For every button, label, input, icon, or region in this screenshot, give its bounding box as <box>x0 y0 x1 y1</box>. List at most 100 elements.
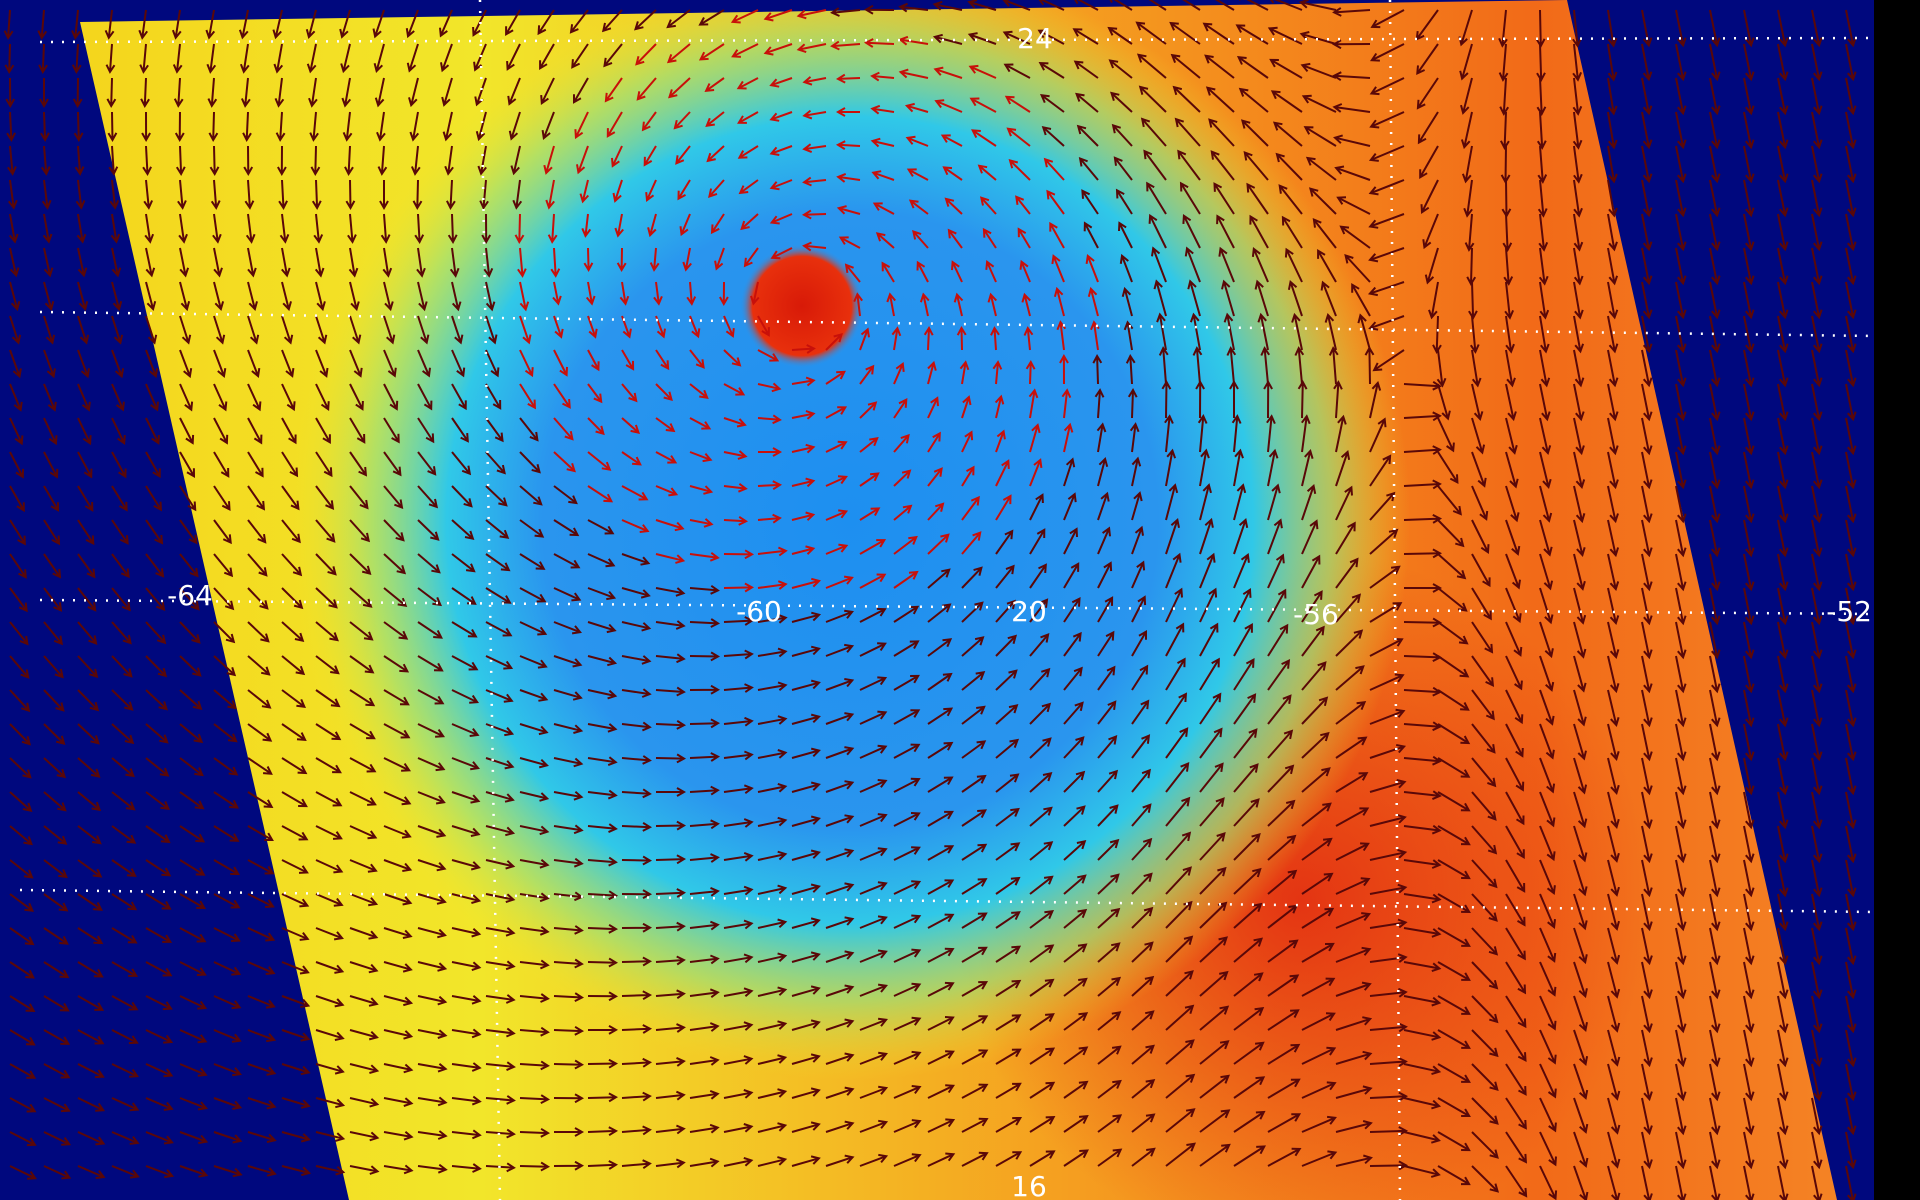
wind-arrow <box>144 213 155 244</box>
wind-arrow <box>519 587 547 603</box>
wind-arrow <box>1777 9 1789 48</box>
wind-arrow <box>281 451 299 478</box>
wind-arrow <box>757 647 788 658</box>
wind-arrow <box>111 519 129 545</box>
wind-arrow <box>1743 655 1755 694</box>
wind-arrow <box>968 64 997 79</box>
wind-arrow <box>1675 349 1687 388</box>
wind-arrow <box>1097 838 1120 861</box>
wind-arrow <box>519 485 543 506</box>
wind-arrow <box>179 383 194 412</box>
wind-arrow <box>927 1016 955 1031</box>
wind-arrow <box>349 315 362 345</box>
wind-arrow <box>1218 246 1235 283</box>
wind-arrow <box>1573 179 1583 218</box>
wind-arrow <box>844 263 861 283</box>
wind-arrow <box>553 1059 585 1070</box>
wind-arrow <box>451 621 478 638</box>
wind-arrow <box>927 776 954 793</box>
wind-arrow <box>1572 43 1583 82</box>
wind-arrow <box>519 1161 551 1172</box>
wind-arrow <box>859 1051 888 1065</box>
wind-arrow <box>859 642 887 657</box>
wind-arrow <box>1369 953 1408 963</box>
wind-arrow <box>315 519 336 543</box>
wind-arrow <box>1233 972 1264 997</box>
wind-arrow <box>43 723 66 746</box>
wind-arrow <box>1063 943 1088 963</box>
wind-arrow <box>1063 701 1084 725</box>
wind-arrow <box>145 1131 174 1145</box>
wind-arrow <box>451 1163 482 1173</box>
wind-arrow <box>1498 43 1509 82</box>
wind-arrow <box>508 111 521 141</box>
wind-arrow <box>893 880 922 895</box>
wind-arrow <box>698 9 725 26</box>
wind-arrow <box>655 720 687 730</box>
wind-arrow <box>1536 111 1547 150</box>
wind-arrow <box>1063 631 1082 657</box>
wind-arrow <box>898 35 929 46</box>
wind-arrow <box>281 1063 311 1076</box>
wind-arrow <box>43 519 61 546</box>
wind-arrow <box>417 451 437 476</box>
wind-arrow <box>1539 315 1550 354</box>
wind-arrow <box>1464 213 1475 252</box>
wind-arrow <box>1049 221 1065 249</box>
wind-arrow <box>1607 927 1621 965</box>
wind-arrow <box>995 1151 1023 1167</box>
wind-arrow <box>349 417 366 444</box>
wind-arrow <box>1294 346 1305 385</box>
wind-arrow <box>77 859 103 878</box>
wind-arrow <box>111 689 134 711</box>
wind-arrow <box>587 485 614 503</box>
wind-arrow <box>1233 1110 1266 1133</box>
wind-arrow <box>1505 1131 1528 1164</box>
wind-arrow <box>1028 388 1039 419</box>
wind-arrow <box>451 859 481 871</box>
wind-arrow <box>519 791 550 802</box>
wind-arrow <box>1165 657 1186 691</box>
wind-arrow <box>417 1163 448 1174</box>
wind-arrow <box>1539 995 1557 1031</box>
wind-arrow <box>1641 349 1653 388</box>
wind-arrow <box>349 655 375 674</box>
wind-arrow <box>1573 859 1588 897</box>
wind-arrow <box>1777 213 1789 252</box>
wind-arrow <box>145 1097 174 1111</box>
wind-arrow <box>1301 977 1336 997</box>
wind-arrow <box>1336 196 1371 215</box>
wind-arrow <box>111 723 135 745</box>
wind-arrow <box>953 292 964 317</box>
wind-arrow <box>208 111 219 143</box>
wind-arrow <box>1403 790 1442 801</box>
wind-arrow <box>1777 587 1789 626</box>
wind-arrow <box>942 166 963 181</box>
wind-arrow <box>1029 493 1044 521</box>
wind-arrow <box>1097 873 1120 895</box>
wind-arrow <box>1260 346 1271 385</box>
wind-arrow <box>213 587 235 611</box>
wind-arrow <box>417 791 446 805</box>
wind-arrow <box>1811 587 1823 626</box>
wind-arrow <box>1471 757 1497 788</box>
wind-arrow <box>213 723 238 743</box>
wind-arrow <box>383 1029 414 1040</box>
wind-arrow <box>1811 281 1823 320</box>
wind-arrow <box>871 170 895 181</box>
wind-arrow <box>383 417 400 444</box>
wind-arrow <box>757 850 788 861</box>
wind-arrow <box>825 712 855 725</box>
wind-arrow <box>175 145 186 177</box>
wind-arrow <box>9 893 35 912</box>
wind-arrow <box>77 281 89 312</box>
wind-arrow <box>723 450 748 460</box>
wind-arrow <box>247 757 273 775</box>
wind-arrow <box>539 43 555 71</box>
wind-arrow <box>1539 1063 1557 1099</box>
wind-arrow <box>1029 667 1051 691</box>
wind-arrow <box>519 451 541 474</box>
wind-arrow <box>213 1029 242 1043</box>
wind-arrow <box>43 689 65 712</box>
wind-arrow <box>349 587 373 608</box>
